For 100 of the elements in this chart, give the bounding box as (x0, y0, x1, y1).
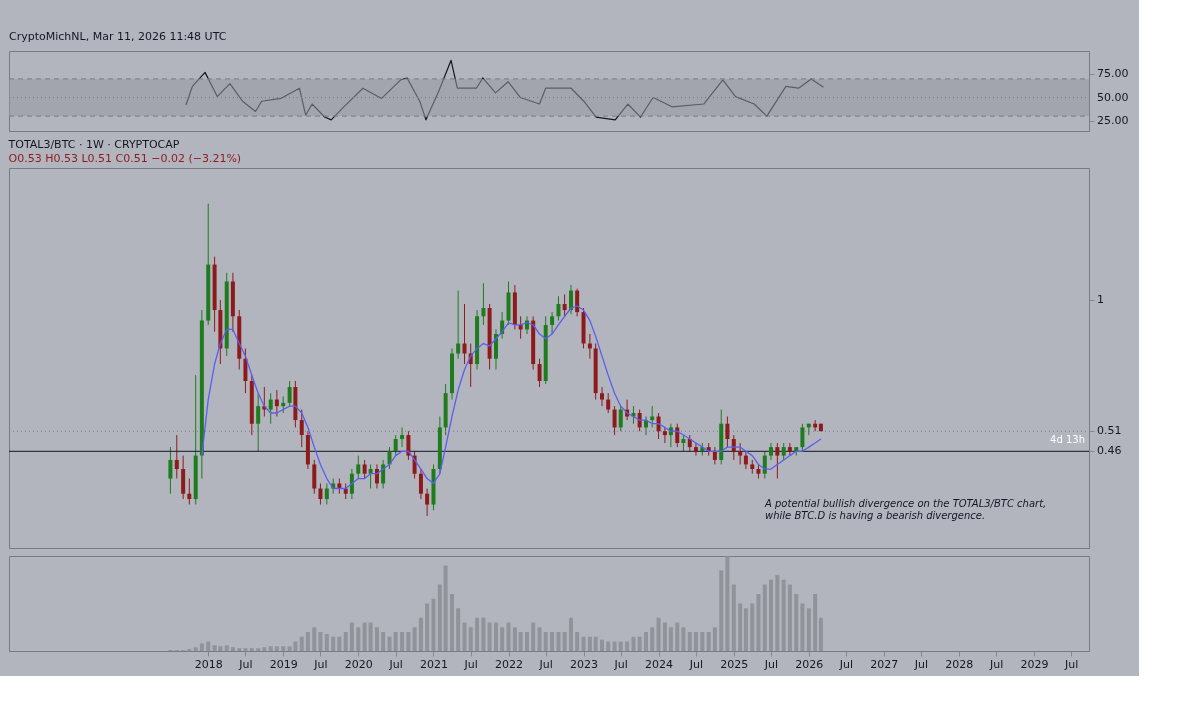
bar (562, 632, 567, 651)
bar (418, 617, 423, 651)
candlestick (349, 468, 354, 500)
x-tick-label: 2024 (645, 657, 674, 671)
bar (249, 648, 254, 651)
candlestick (274, 389, 279, 417)
bar (412, 627, 417, 651)
bar (324, 633, 329, 651)
candlestick (318, 482, 323, 506)
x-tick-label: 2019 (269, 657, 298, 671)
x-tick-label: Jul (989, 657, 1004, 671)
candlestick (243, 347, 248, 394)
y-tick-label: 50.00 (1097, 90, 1129, 104)
candlestick (537, 358, 542, 388)
bar (575, 632, 580, 651)
candlestick (287, 380, 292, 407)
candlestick (725, 416, 730, 448)
chart-subtitle: O0.53 H0.53 L0.51 C0.51 −0.02 (−3.21%) (8, 152, 242, 165)
text: CryptoMichNL, Mar 11, 2026 11:48 UTC (9, 30, 227, 43)
bar (512, 627, 517, 651)
x-tick-label: Jul (763, 657, 779, 671)
candlestick (600, 386, 605, 407)
bar (668, 627, 673, 651)
x-tick-label: 2026 (795, 657, 824, 671)
bar (230, 647, 235, 651)
candlestick (675, 423, 680, 448)
candlestick (612, 405, 617, 436)
bar (406, 632, 411, 651)
bar (224, 645, 229, 651)
x-tick-label: 2025 (720, 657, 749, 671)
x-tick-label: 2028 (945, 657, 974, 671)
bar (481, 617, 486, 651)
bar (531, 622, 536, 651)
bar (550, 632, 555, 651)
y-tick-label: 25.00 (1097, 113, 1129, 127)
bar (374, 627, 379, 651)
bar (631, 636, 636, 651)
bar (443, 565, 448, 651)
y-tick-label: 0.46 (1097, 444, 1122, 458)
bar (781, 579, 786, 651)
x-tick-label: 2029 (1020, 657, 1049, 671)
bar (525, 632, 530, 651)
candlestick (738, 442, 743, 465)
x-tick-label: 2020 (344, 657, 373, 671)
bar (600, 639, 605, 651)
bar (400, 632, 405, 651)
x-tick-label: Jul (463, 657, 478, 671)
candlestick (712, 446, 717, 465)
x-tick-label: Jul (1064, 657, 1079, 671)
x-tick-label: Jul (838, 657, 854, 671)
candlestick (381, 459, 386, 490)
candlestick (481, 282, 486, 326)
ref-line-label: 4d 13h (1050, 434, 1085, 446)
candlestick (268, 392, 273, 425)
x-tick-label: Jul (613, 657, 628, 671)
bar (775, 575, 780, 651)
candlestick (393, 434, 398, 457)
bar (437, 584, 442, 651)
bar (644, 632, 649, 651)
y-tick-label: 1 (1097, 293, 1104, 307)
bar (337, 636, 342, 651)
annotation: A potential bullish divergence on the TOTAL3/BTC chart, while BTC.D is having a bearish divergence. (764, 497, 1047, 521)
bar (381, 632, 386, 651)
bar (462, 622, 467, 651)
candlestick (362, 459, 367, 480)
candlestick (462, 303, 467, 365)
bar (637, 636, 642, 651)
bar (681, 627, 686, 651)
bar (650, 627, 655, 651)
bar (256, 648, 261, 651)
bar (305, 632, 310, 651)
candlestick (800, 423, 805, 452)
bar (312, 627, 317, 651)
candlestick (256, 392, 261, 452)
candlestick (400, 426, 405, 448)
chart-title: TOTAL3/BTC · 1W · CRYPTOCAP (7, 138, 180, 151)
bar (362, 622, 367, 651)
candlestick (262, 386, 267, 417)
bar (493, 622, 498, 651)
x-tick-label: 2023 (570, 657, 599, 671)
bar (606, 641, 611, 651)
bar (537, 627, 542, 651)
bar (625, 641, 630, 651)
x-tick-label: Jul (238, 657, 253, 671)
candlestick (618, 405, 623, 432)
bar (687, 632, 692, 651)
candlestick (299, 409, 304, 448)
bar (612, 641, 617, 651)
bar (725, 556, 730, 651)
bar (738, 603, 743, 651)
x-tick-label: Jul (538, 657, 553, 671)
bar (568, 617, 573, 651)
candlestick (562, 293, 567, 317)
candlestick (406, 430, 411, 461)
candlestick (168, 446, 173, 495)
candlestick (768, 442, 773, 461)
x-tick-label: Jul (388, 657, 403, 671)
bar (818, 617, 823, 651)
bar (449, 594, 454, 651)
x-tick-label: Jul (688, 657, 704, 671)
